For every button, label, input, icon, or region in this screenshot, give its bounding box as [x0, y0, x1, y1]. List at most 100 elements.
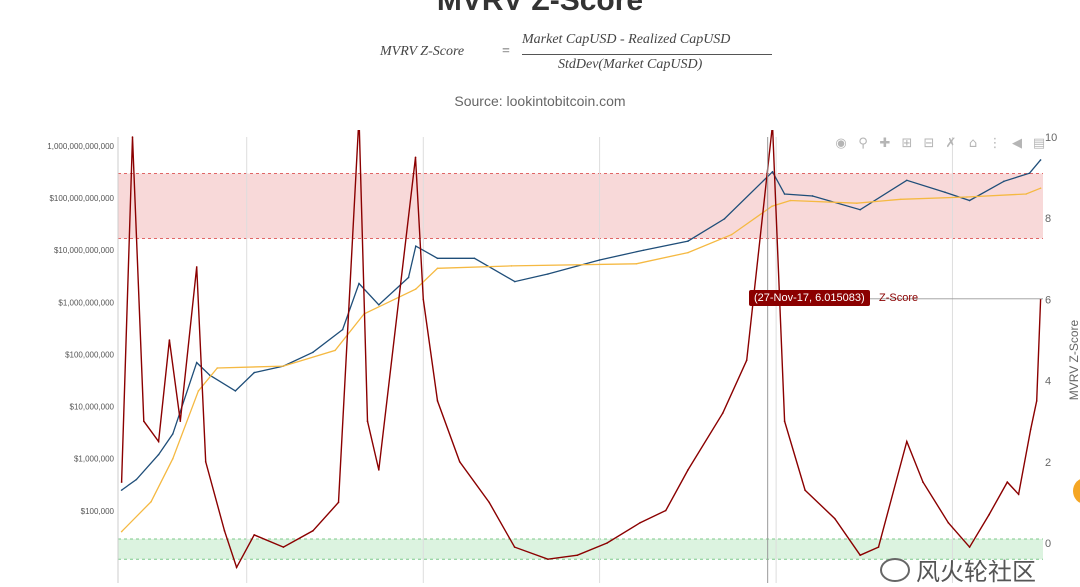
y-left-tick-label: 1,000,000,000,000: [47, 142, 114, 151]
hover-closest-icon[interactable]: ◀: [1012, 136, 1022, 151]
y-right-tick-label: 4: [1045, 376, 1051, 388]
point-market_cap: [358, 282, 360, 285]
spike-lines-icon[interactable]: ⋮: [988, 136, 1002, 151]
point-market_cap: [811, 195, 814, 197]
point-realized_cap: [855, 202, 858, 204]
point-market_cap: [378, 303, 380, 306]
point-zscore: [179, 420, 182, 423]
y-left-tick-label: $100,000,000: [65, 350, 114, 359]
point-zscore: [988, 513, 990, 516]
point-market_cap: [514, 280, 516, 283]
point-market_cap: [1039, 159, 1042, 161]
point-zscore: [968, 546, 971, 548]
y-right-axis-title: MVRV Z-Score: [1067, 319, 1080, 400]
point-market_cap: [436, 257, 439, 260]
point-market_cap: [135, 478, 138, 481]
compare-hover-icon[interactable]: ▤: [1032, 136, 1046, 151]
point-market_cap: [407, 276, 410, 279]
camera-icon[interactable]: ◉: [835, 136, 847, 151]
point-market_cap: [771, 170, 774, 173]
zoom-out-icon[interactable]: ⊟: [923, 136, 935, 151]
point-zscore: [195, 266, 198, 268]
point-market_cap: [687, 240, 689, 242]
chart-toolbar: ◉ ⚲ ✚ ⊞ ⊟ ✗ ⌂ ⋮ ◀ ▤: [832, 136, 1048, 152]
point-zscore: [877, 546, 880, 548]
floating-badge[interactable]: [1073, 478, 1080, 504]
point-zscore: [157, 440, 160, 443]
home-icon[interactable]: ⌂: [968, 136, 978, 151]
formula-lhs: MVRV Z-Score: [380, 44, 465, 59]
point-market_cap: [172, 433, 174, 435]
point-realized_cap: [1039, 187, 1042, 189]
point-zscore: [576, 554, 579, 556]
point-realized_cap: [334, 349, 336, 352]
y-right-tick-label: 10: [1045, 132, 1057, 144]
point-realized_cap: [635, 262, 638, 265]
point-zscore: [804, 489, 806, 492]
point-zscore: [1006, 481, 1009, 483]
autoscale-icon[interactable]: ✗: [945, 136, 957, 151]
point-market_cap: [195, 361, 198, 364]
point-zscore: [204, 461, 207, 463]
y-left-tick-label: $100,000,000,000: [49, 194, 114, 203]
point-zscore: [337, 501, 340, 504]
point-zscore: [436, 400, 439, 402]
point-zscore: [664, 509, 667, 512]
series-line-realized_cap: [121, 187, 1041, 533]
y-left-tick-label: $10,000,000: [70, 403, 115, 412]
point-zscore: [1017, 493, 1020, 496]
hover-tooltip: (27-Nov-17, 6.015083): [749, 290, 870, 306]
point-zscore: [547, 558, 549, 561]
point-realized_cap: [789, 199, 792, 202]
point-market_cap: [341, 328, 344, 331]
point-market_cap: [968, 199, 971, 202]
formula-denominator: StdDev(Market CapUSD): [558, 57, 703, 72]
zoom-in-icon[interactable]: ⊞: [901, 136, 913, 151]
formula-equals: =: [502, 44, 510, 59]
y-left-tick-label: $10,000,000,000: [54, 246, 115, 255]
point-zscore: [223, 530, 226, 532]
point-market_cap: [642, 249, 645, 252]
point-zscore: [745, 359, 748, 362]
y-left-tick-label: $1,000,000: [74, 455, 115, 464]
point-market_cap: [547, 273, 549, 275]
point-zscore: [120, 481, 123, 483]
point-market_cap: [859, 208, 861, 211]
point-realized_cap: [899, 198, 902, 201]
formula: MVRV Z-Score = Market CapUSD - Realized …: [380, 30, 780, 80]
point-zscore: [131, 136, 134, 138]
point-market_cap: [253, 371, 256, 374]
point-zscore: [378, 469, 380, 471]
tooltip-series-label: Z-Score: [879, 292, 919, 304]
point-zscore: [488, 501, 491, 504]
point-realized_cap: [730, 233, 733, 236]
watermark: 风火轮社区: [880, 552, 1036, 587]
point-realized_cap: [172, 457, 174, 460]
source-text: Source: lookintobitcoin.com: [454, 93, 626, 109]
red-zone-band: [118, 173, 1043, 239]
mvrv-chart[interactable]: 1,000,000,000,000 $100,000,000,000 $10,000…: [0, 130, 1080, 585]
point-realized_cap: [414, 288, 417, 290]
point-market_cap: [598, 259, 601, 261]
point-market_cap: [944, 191, 946, 193]
point-zscore: [639, 521, 641, 524]
point-zscore: [253, 534, 256, 536]
point-zscore: [721, 412, 724, 414]
point-zscore: [422, 298, 425, 301]
zoom-icon[interactable]: ⚲: [858, 136, 868, 151]
watermark-text: 风火轮社区: [916, 558, 1036, 586]
pan-icon[interactable]: ✚: [879, 136, 891, 151]
point-realized_cap: [687, 251, 689, 254]
point-market_cap: [1003, 180, 1005, 183]
point-market_cap: [783, 193, 786, 195]
point-market_cap: [234, 390, 237, 392]
point-realized_cap: [120, 530, 123, 533]
point-market_cap: [905, 179, 908, 182]
y-left-tick-label: $1,000,000,000: [58, 298, 114, 307]
point-realized_cap: [966, 196, 968, 198]
y-left-tick-label: $100,000: [81, 507, 115, 516]
green-zone-band: [118, 538, 1043, 560]
point-zscore: [168, 339, 171, 341]
point-market_cap: [1028, 172, 1031, 175]
point-zscore: [143, 420, 145, 423]
